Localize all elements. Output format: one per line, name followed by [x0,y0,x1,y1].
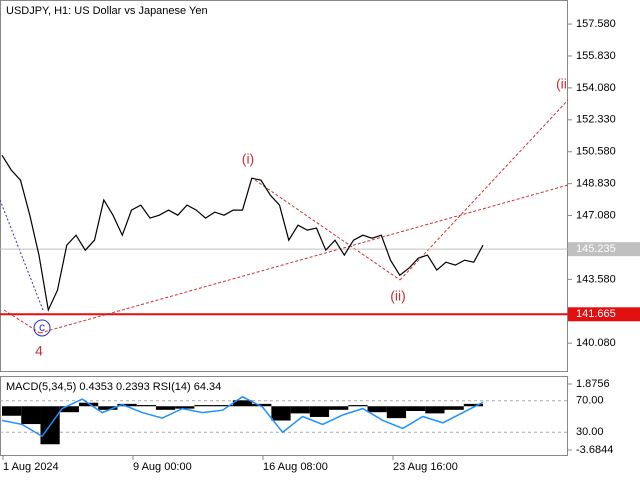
macd-bar [194,405,214,407]
current-price-label: 145.235 [576,243,616,255]
rsi-tick-label: 30.00 [576,426,604,438]
wave-label: (i) [242,151,254,167]
y-tick-label: 150.580 [576,146,616,158]
y-tick-label: 147.080 [576,209,616,221]
rsi-line [1,395,484,438]
x-tick-label: 9 Aug 00:00 [133,461,192,473]
macd-bar [213,405,233,407]
wave-line [0,199,44,311]
wave-line [254,179,401,281]
x-tick-label: 1 Aug 2024 [3,461,59,473]
x-tick-label: 23 Aug 16:00 [393,461,458,473]
wave-line [399,99,569,281]
macd-bar [406,406,426,412]
wave-label: (ii [556,76,567,92]
y-tick-label: 155.830 [576,50,616,62]
macd-bar [252,403,272,407]
macd-bar [78,402,99,407]
macd-bar [2,406,22,416]
macd-bar [175,406,195,409]
macd-bar [98,406,118,410]
macd-bar [155,406,176,410]
macd-bar [367,406,387,413]
macd-bar [232,400,253,407]
y-tick-label: 157.580 [576,18,616,30]
macd-bar [348,405,368,407]
level-label: 141.665 [576,308,616,320]
macd-bar [425,406,445,414]
y-tick-label: 140.080 [576,337,616,349]
macd-bar [386,406,407,419]
macd-tick-label: -3.6844 [576,444,613,456]
macd-bar [21,406,41,425]
macd-bar [136,405,156,407]
macd-bar [59,406,79,413]
chart-title: USDJPY, H1: US Dollar vs Japanese Yen [6,5,208,17]
level-box [568,307,640,322]
macd-bar [309,406,330,417]
main-panel [0,0,568,372]
price-line [1,154,484,313]
indicator-title: MACD(5,34,5) 0.4353 0.2393 RSI(14) 64.34 [6,381,221,393]
macd-bar [290,406,310,414]
macd-bar [329,406,349,410]
macd-bar [117,403,137,407]
macd-bar [444,406,464,410]
macd-bar [463,403,483,407]
wave-label: c [39,320,45,334]
y-tick-label: 152.330 [576,114,616,126]
y-tick-label: 143.580 [576,273,616,285]
wave-line [39,184,569,334]
x-tick-label: 16 Aug 08:00 [263,461,328,473]
current-price-box [568,242,640,257]
macd-tick-label: 1.8756 [576,378,610,390]
macd-bar [271,406,291,421]
y-tick-label: 148.830 [576,178,616,190]
y-tick-label: 154.080 [576,82,616,94]
indicator-panel [0,376,568,456]
wave-circle [33,319,51,337]
wave-label: (ii) [390,288,406,304]
rsi-tick-label: 70.00 [576,395,604,407]
wave-label: 4 [35,343,43,359]
